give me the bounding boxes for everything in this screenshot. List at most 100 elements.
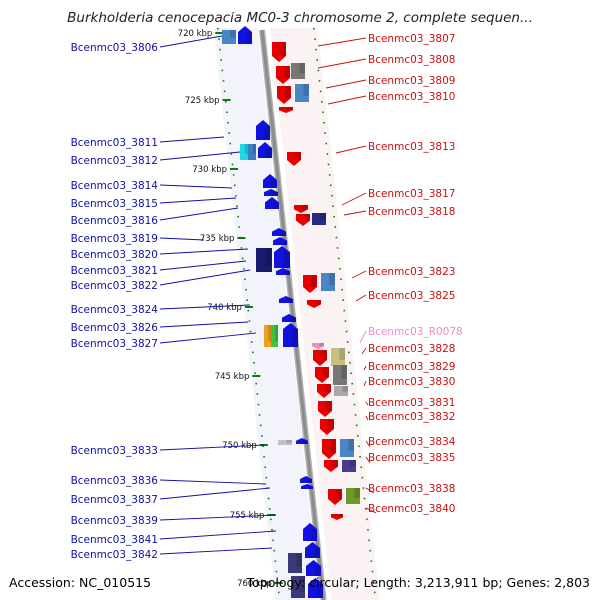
reverse-gene[interactable]	[274, 246, 290, 268]
right-gene-label[interactable]: Bcenmc03_3813	[368, 141, 455, 153]
forward-gene[interactable]	[307, 300, 321, 308]
left-gene-label[interactable]: Bcenmc03_3811	[71, 137, 158, 149]
reverse-gene[interactable]	[263, 174, 277, 188]
reverse-gene[interactable]	[300, 476, 312, 483]
forward-gene[interactable]	[313, 350, 327, 366]
left-gene-label[interactable]: Bcenmc03_3822	[71, 280, 158, 292]
reverse-gene[interactable]	[273, 237, 287, 245]
rna-gene-label[interactable]: Bcenmc03_R0078	[368, 326, 463, 338]
reverse-gene[interactable]	[256, 120, 270, 140]
left-gene-label[interactable]: Bcenmc03_3815	[71, 198, 158, 210]
forward-gene[interactable]	[331, 514, 343, 520]
right-gene-label[interactable]: Bcenmc03_3809	[368, 75, 455, 87]
gene-block[interactable]	[248, 144, 256, 160]
right-gene-label[interactable]: Bcenmc03_3808	[368, 54, 455, 66]
right-gene-label[interactable]: Bcenmc03_3829	[368, 361, 455, 373]
forward-gene[interactable]	[296, 214, 310, 226]
gene-block[interactable]	[264, 325, 271, 347]
gene-block[interactable]	[334, 386, 348, 396]
right-leader-line	[317, 58, 367, 69]
reverse-gene[interactable]	[265, 197, 279, 209]
forward-gene[interactable]	[276, 66, 290, 84]
gene-block[interactable]	[331, 348, 345, 366]
forward-gene[interactable]	[320, 419, 334, 435]
forward-gene[interactable]	[294, 205, 308, 213]
right-gene-label[interactable]: Bcenmc03_3823	[368, 266, 455, 278]
gene-block[interactable]	[278, 440, 292, 445]
gene-block[interactable]	[321, 273, 335, 291]
left-gene-label[interactable]: Bcenmc03_3833	[71, 445, 158, 457]
gene-block[interactable]	[295, 84, 309, 102]
right-gene-label[interactable]: Bcenmc03_3830	[368, 376, 455, 388]
forward-gene[interactable]	[277, 86, 291, 104]
left-gene-label[interactable]: Bcenmc03_3814	[71, 180, 159, 192]
left-gene-label[interactable]: Bcenmc03_3820	[71, 249, 158, 261]
forward-gene[interactable]	[312, 343, 324, 349]
gene-block[interactable]	[312, 213, 326, 225]
forward-gene[interactable]	[322, 439, 336, 459]
left-gene-label[interactable]: Bcenmc03_3806	[71, 42, 159, 54]
right-gene-label[interactable]: Bcenmc03_3840	[368, 503, 455, 515]
right-gene-label[interactable]: Bcenmc03_3828	[368, 343, 455, 355]
reverse-gene[interactable]	[306, 560, 321, 576]
reverse-gene[interactable]	[258, 142, 272, 158]
right-gene-label[interactable]: Bcenmc03_3835	[368, 452, 455, 464]
right-gene-label[interactable]: Bcenmc03_3807	[368, 33, 455, 45]
forward-gene[interactable]	[328, 489, 342, 505]
left-gene-label[interactable]: Bcenmc03_3841	[71, 534, 158, 546]
gene-features	[222, 26, 360, 598]
reverse-gene[interactable]	[272, 228, 286, 236]
gene-block[interactable]	[256, 248, 272, 272]
right-gene-label[interactable]: Bcenmc03_3825	[368, 290, 455, 302]
right-gene-label[interactable]: Bcenmc03_3818	[368, 206, 455, 218]
reverse-gene[interactable]	[303, 523, 317, 541]
right-gene-label[interactable]: Bcenmc03_3838	[368, 483, 455, 495]
gene-block[interactable]	[271, 325, 278, 347]
right-gene-label[interactable]: Bcenmc03_3810	[368, 91, 455, 103]
reverse-gene[interactable]	[305, 542, 320, 558]
reverse-gene[interactable]	[301, 484, 313, 489]
reverse-gene[interactable]	[296, 438, 308, 444]
forward-gene[interactable]	[287, 152, 301, 166]
reverse-gene[interactable]	[308, 578, 323, 598]
gene-block[interactable]	[288, 553, 302, 573]
reverse-gene[interactable]	[283, 323, 298, 347]
forward-gene[interactable]	[272, 42, 286, 62]
reverse-gene[interactable]	[264, 189, 278, 196]
left-gene-label[interactable]: Bcenmc03_3821	[71, 265, 158, 277]
gene-block[interactable]	[340, 439, 354, 457]
forward-gene[interactable]	[279, 107, 293, 113]
right-gene-label[interactable]: Bcenmc03_3832	[368, 411, 455, 423]
left-gene-label[interactable]: Bcenmc03_3837	[71, 494, 158, 506]
left-gene-label[interactable]: Bcenmc03_3824	[71, 304, 159, 316]
gene-block[interactable]	[346, 488, 360, 504]
forward-gene[interactable]	[324, 460, 338, 472]
left-gene-label[interactable]: Bcenmc03_3816	[71, 215, 159, 227]
left-gene-label[interactable]: Bcenmc03_3819	[71, 233, 158, 245]
left-gene-label[interactable]: Bcenmc03_3836	[71, 475, 159, 487]
right-leader-line	[365, 415, 369, 421]
right-gene-label[interactable]: Bcenmc03_3817	[368, 188, 455, 200]
gene-block[interactable]	[333, 365, 347, 385]
forward-gene[interactable]	[315, 367, 329, 383]
reverse-gene[interactable]	[279, 296, 293, 303]
forward-gene[interactable]	[318, 401, 332, 417]
gene-block[interactable]	[291, 63, 305, 79]
left-gene-label[interactable]: Bcenmc03_3842	[71, 549, 158, 561]
forward-gene[interactable]	[317, 384, 331, 398]
gene-block[interactable]	[222, 30, 236, 44]
gene-block[interactable]	[240, 144, 248, 160]
reverse-gene[interactable]	[238, 26, 252, 44]
gene-block[interactable]	[342, 460, 356, 472]
forward-gene[interactable]	[303, 275, 317, 293]
left-gene-label[interactable]: Bcenmc03_3827	[71, 338, 158, 350]
right-gene-label[interactable]: Bcenmc03_3831	[368, 397, 455, 409]
reverse-gene[interactable]	[276, 268, 290, 275]
reverse-gene[interactable]	[282, 314, 296, 322]
left-leader-line	[159, 184, 233, 189]
right-gene-label[interactable]: Bcenmc03_3834	[368, 436, 456, 448]
left-gene-label[interactable]: Bcenmc03_3839	[71, 515, 158, 527]
left-gene-label[interactable]: Bcenmc03_3826	[71, 322, 159, 334]
left-gene-label[interactable]: Bcenmc03_3812	[71, 155, 158, 167]
gene-block[interactable]	[291, 576, 305, 598]
